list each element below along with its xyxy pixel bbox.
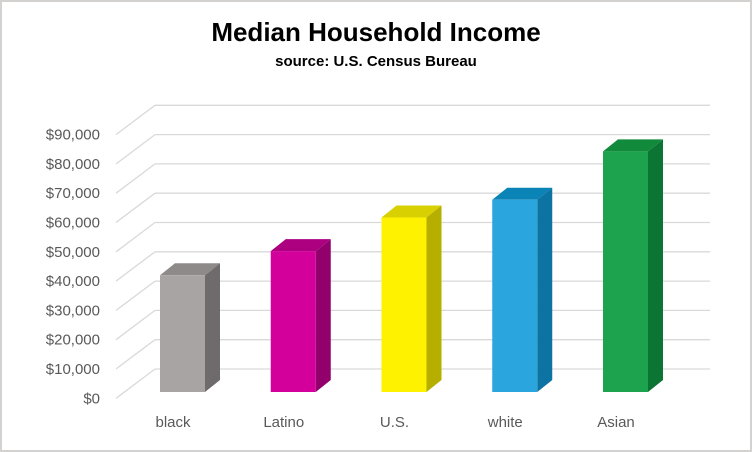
y-axis-tick-label: $20,000 xyxy=(46,332,100,349)
chart-subtitle: source: U.S. Census Bureau xyxy=(275,53,477,70)
gridline-rib xyxy=(115,134,156,165)
bar-side-face xyxy=(315,239,331,392)
bar-white xyxy=(492,187,553,392)
gridline-rib xyxy=(115,368,156,399)
bar-front-face xyxy=(270,251,316,392)
y-axis-tick-label: $60,000 xyxy=(46,215,100,232)
y-axis-tick-label: $70,000 xyxy=(46,185,100,202)
bar-Asian xyxy=(603,139,663,392)
y-axis-tick-label: $80,000 xyxy=(46,156,100,173)
y-axis-tick-label: $50,000 xyxy=(46,244,100,261)
gridline-rib xyxy=(115,221,156,253)
bar-top-face xyxy=(160,263,220,276)
bar-top-face xyxy=(381,205,442,218)
gridline-rib xyxy=(115,280,156,311)
y-axis-tick-label: $10,000 xyxy=(46,361,100,378)
bar-U.S. xyxy=(381,205,442,392)
x-axis-category-label: Asian xyxy=(597,414,635,431)
bar-top-face xyxy=(270,239,331,252)
gridline-rib xyxy=(115,309,156,341)
bar-top-face xyxy=(603,139,663,152)
y-axis-tick-label: $90,000 xyxy=(46,127,100,144)
x-axis-category-label: U.S. xyxy=(380,414,409,431)
x-axis-category-label: Latino xyxy=(263,414,304,431)
gridline-rib xyxy=(115,339,156,370)
y-axis-tick-label: $0 xyxy=(83,390,100,407)
bar-side-face xyxy=(205,263,220,392)
gridline-rib xyxy=(115,251,156,282)
x-axis-category-label: black xyxy=(155,414,191,431)
bar-top-face xyxy=(492,187,553,200)
y-axis-tick-label: $30,000 xyxy=(46,302,100,319)
bar-front-face xyxy=(381,217,427,392)
bar-front-face xyxy=(160,275,205,392)
gridline-rib xyxy=(115,163,156,194)
chart-title: Median Household Income xyxy=(211,17,541,47)
bar-black xyxy=(160,263,220,392)
bar-side-face xyxy=(426,205,442,392)
y-axis-tick-label: $40,000 xyxy=(46,273,100,290)
bar-front-face xyxy=(603,151,648,392)
gridline-rib xyxy=(115,192,156,224)
bar-front-face xyxy=(492,199,538,392)
bar-side-face xyxy=(537,187,553,392)
bar-side-face xyxy=(648,139,663,392)
gridline-rib xyxy=(115,104,156,136)
x-axis-category-label: white xyxy=(487,414,523,431)
bar-Latino xyxy=(270,239,331,392)
